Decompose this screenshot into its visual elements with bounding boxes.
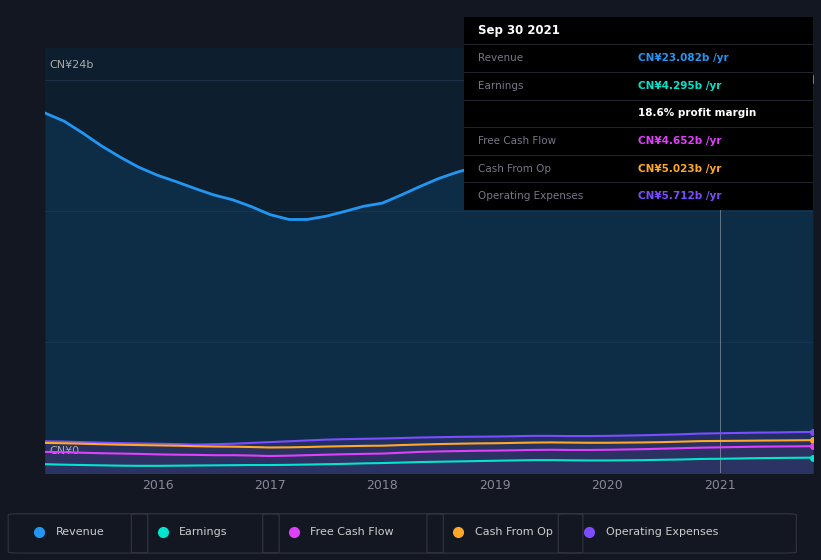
Text: Revenue: Revenue [478,53,523,63]
Text: CN¥23.082b /yr: CN¥23.082b /yr [639,53,729,63]
Text: CN¥5.712b /yr: CN¥5.712b /yr [639,191,722,201]
Text: Cash From Op: Cash From Op [475,528,553,538]
Text: Cash From Op: Cash From Op [478,164,551,174]
Text: CN¥4.652b /yr: CN¥4.652b /yr [639,136,722,146]
Text: Free Cash Flow: Free Cash Flow [478,136,556,146]
Text: CN¥5.023b /yr: CN¥5.023b /yr [639,164,722,174]
Text: Free Cash Flow: Free Cash Flow [310,528,394,538]
Text: Operating Expenses: Operating Expenses [478,191,583,201]
Text: CN¥0: CN¥0 [49,446,79,456]
Text: Revenue: Revenue [56,528,104,538]
Text: Operating Expenses: Operating Expenses [606,528,718,538]
Text: 18.6% profit margin: 18.6% profit margin [639,109,757,118]
Text: Earnings: Earnings [179,528,227,538]
Text: Earnings: Earnings [478,81,523,91]
Text: CN¥24b: CN¥24b [49,60,94,71]
Text: CN¥4.295b /yr: CN¥4.295b /yr [639,81,722,91]
Text: Sep 30 2021: Sep 30 2021 [478,24,560,37]
